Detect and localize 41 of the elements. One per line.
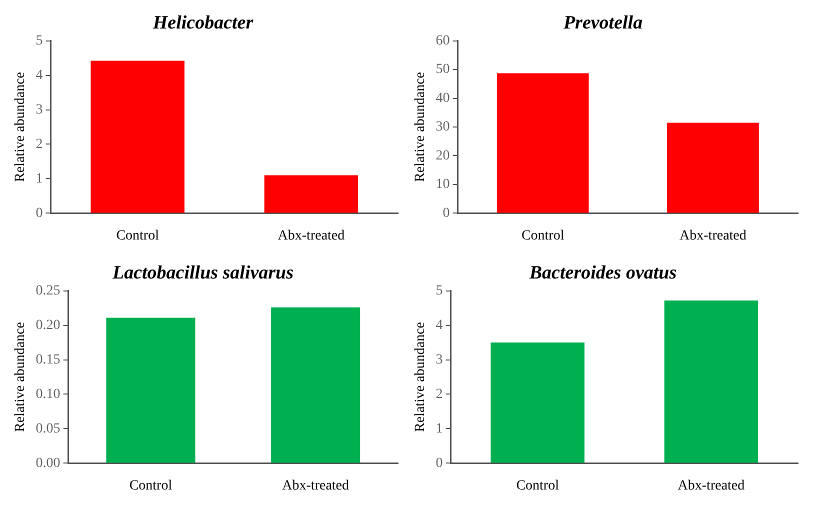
- chart-title: Lactobacillus salivarus: [111, 262, 294, 284]
- chart-title: Helicobacter: [152, 12, 254, 34]
- y-tick-label: 20: [436, 148, 450, 164]
- x-tick-label: Abx-treated: [282, 478, 350, 494]
- chart-title: Bacteroides ovatus: [528, 262, 677, 284]
- y-tick-label: 5: [436, 283, 443, 298]
- y-axis-title: Relative abundance: [413, 72, 428, 182]
- y-tick-label: 3: [436, 352, 443, 368]
- y-tick-label: 5: [36, 33, 43, 48]
- y-tick-label: 3: [36, 102, 43, 118]
- y-axis-title: Relative abundance: [13, 322, 28, 432]
- y-tick-label: 0: [36, 206, 43, 221]
- y-tick-label: 0.10: [36, 386, 60, 402]
- y-tick-label: 2: [36, 136, 43, 152]
- chart-title: Prevotella: [562, 12, 644, 34]
- y-tick-label: 60: [436, 33, 450, 48]
- y-tick-label: 4: [436, 318, 443, 333]
- y-tick-label: 0.05: [36, 421, 60, 436]
- y-tick-label: 10: [436, 177, 450, 192]
- x-tick-label: Abx-treated: [278, 228, 345, 244]
- y-tick-label: 40: [436, 90, 450, 106]
- y-tick-label: 0.25: [36, 283, 60, 298]
- x-tick-label: Control: [516, 478, 560, 494]
- y-axis-title: Relative abundance: [413, 322, 428, 432]
- y-tick-label: 50: [436, 62, 450, 78]
- y-tick-label: 0.00: [36, 456, 60, 471]
- x-tick-label: Abx-treated: [680, 228, 746, 244]
- y-tick-label: 1: [436, 421, 443, 436]
- x-tick-label: Control: [521, 228, 564, 244]
- x-tick-label: Abx-treated: [678, 478, 745, 494]
- y-tick-label: 0.20: [36, 318, 60, 333]
- y-tick-label: 4: [36, 68, 43, 83]
- x-tick-label: Control: [129, 478, 172, 494]
- y-axis-title: Relative abundance: [13, 72, 28, 182]
- y-tick-label: 0: [442, 206, 450, 221]
- y-tick-label: 30: [436, 120, 450, 135]
- y-tick-label: 1: [36, 171, 43, 186]
- x-tick-label: Control: [116, 228, 160, 244]
- y-tick-label: 2: [436, 386, 443, 402]
- y-tick-label: 0.15: [36, 352, 60, 368]
- y-tick-label: 0: [436, 456, 443, 471]
